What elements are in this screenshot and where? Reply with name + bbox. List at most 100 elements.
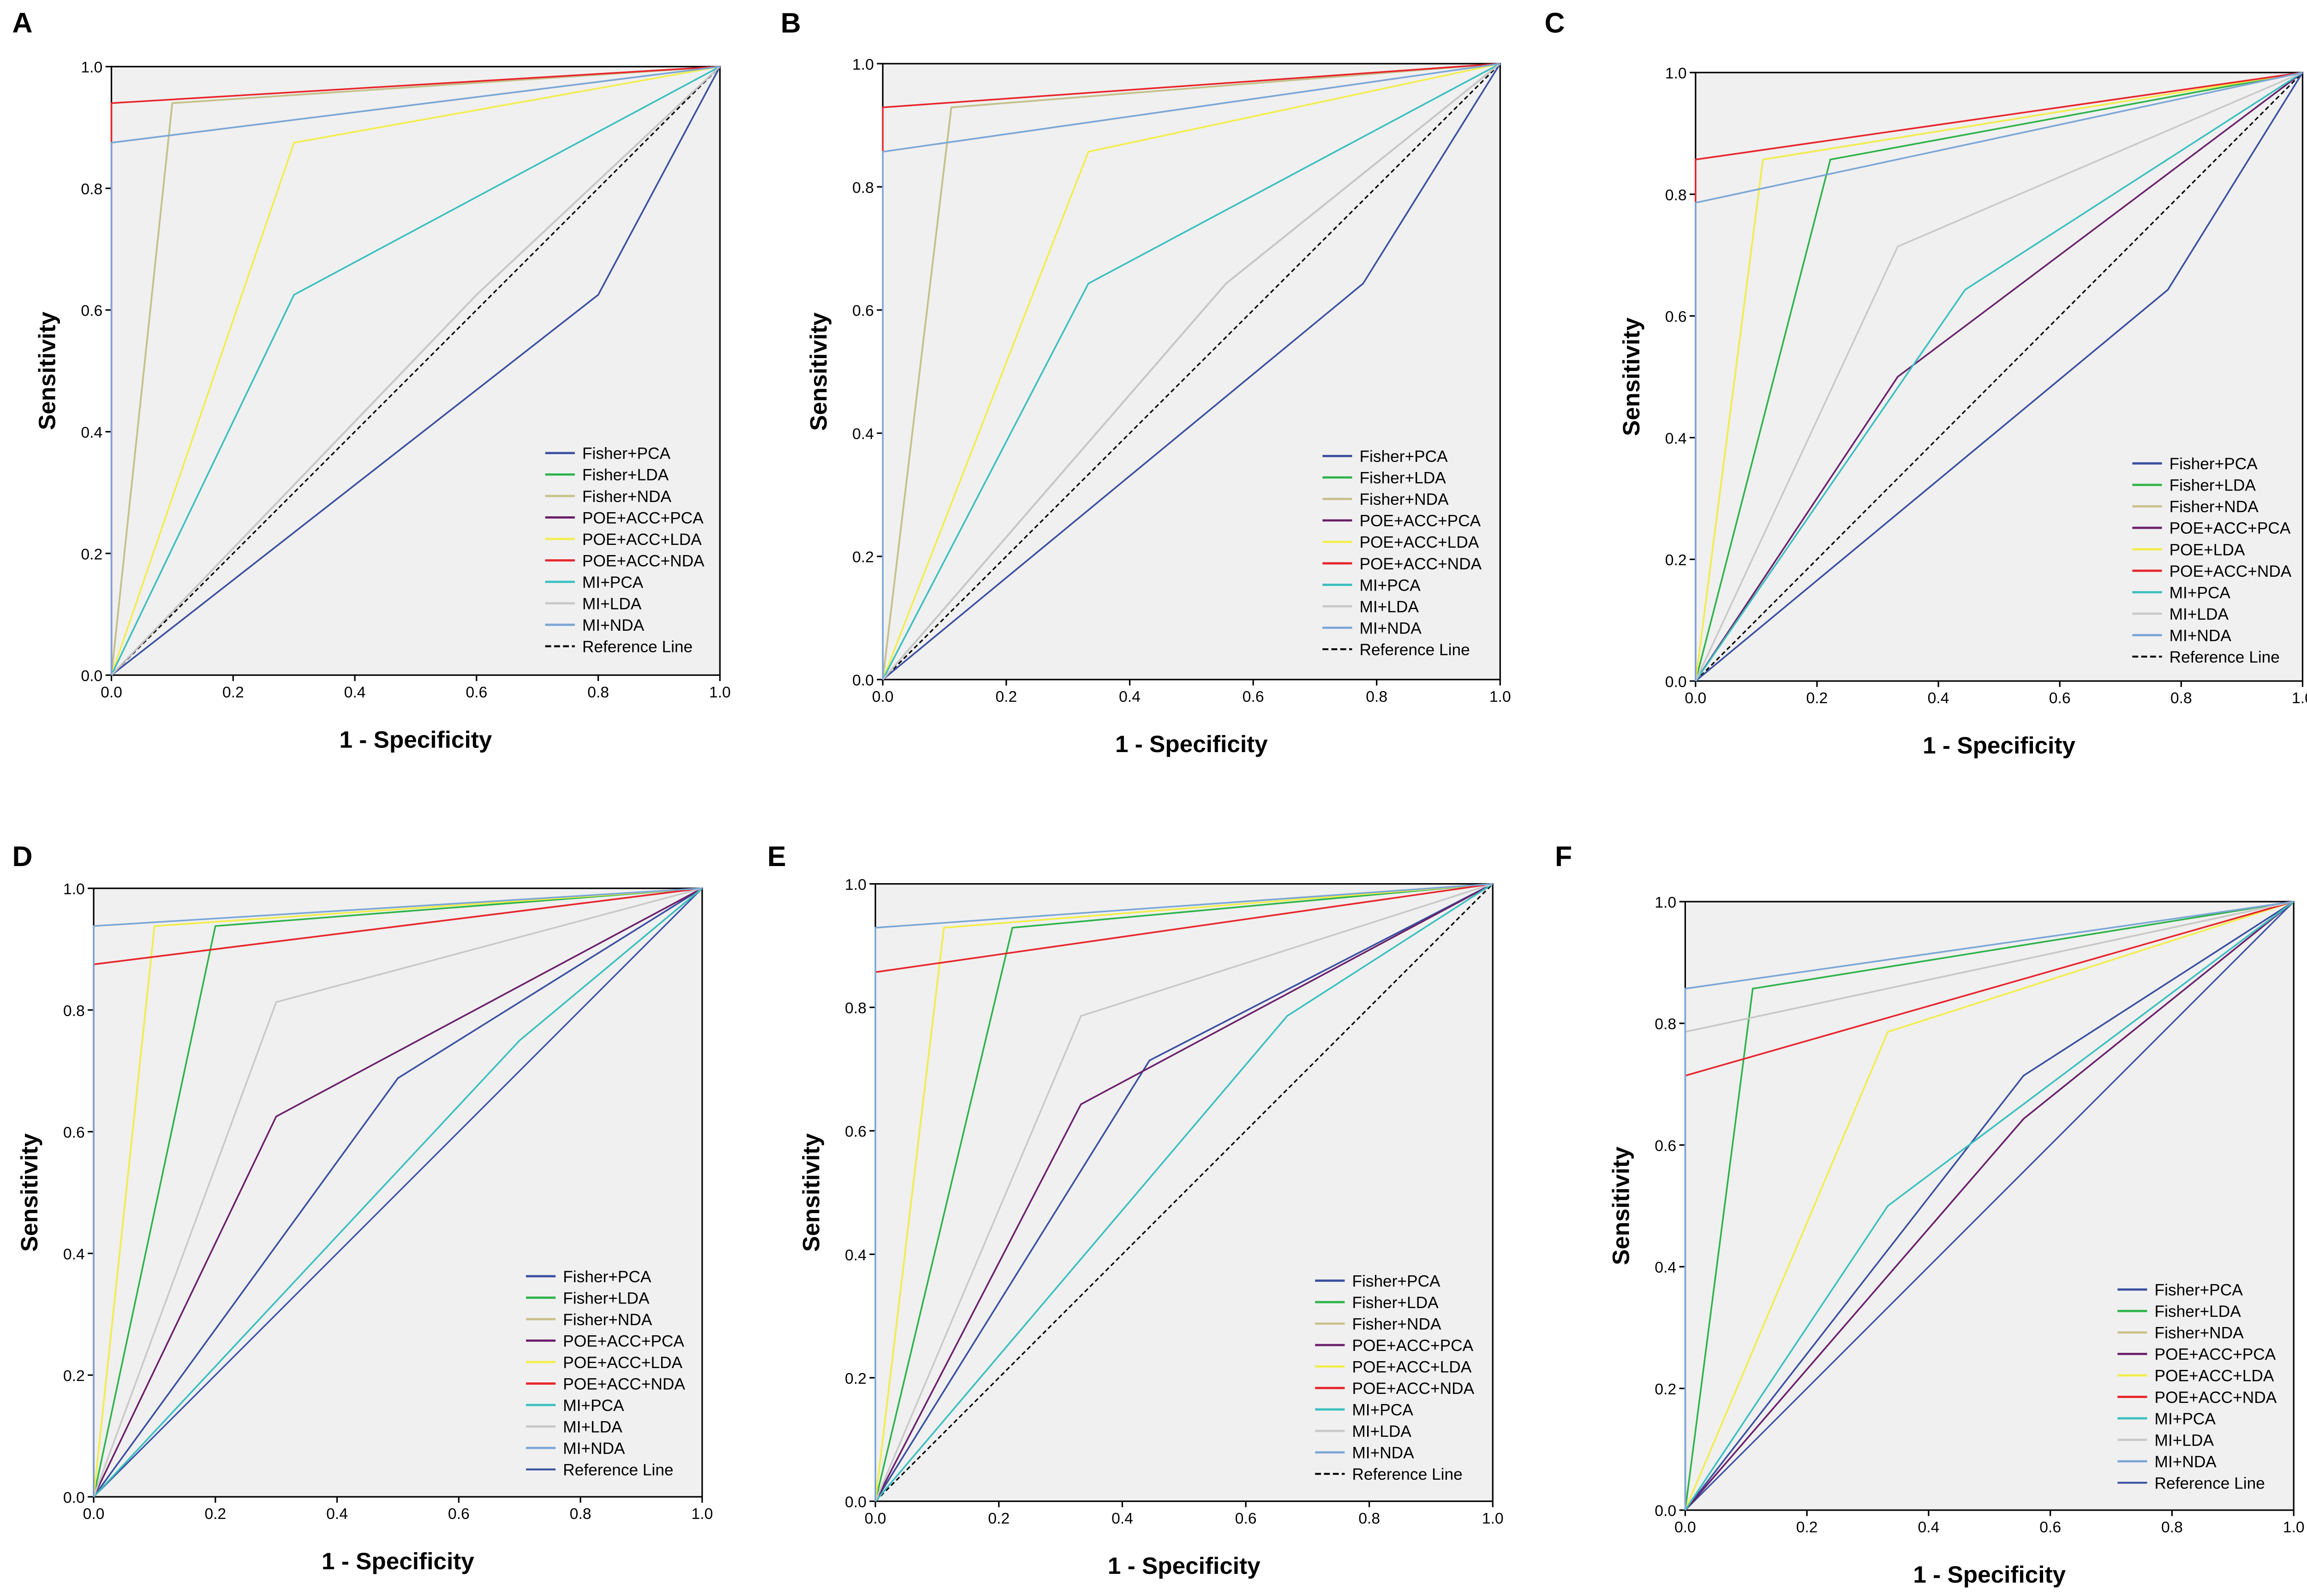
legend-label: Fisher+LDA bbox=[582, 466, 669, 484]
x-tick-label: 0.4 bbox=[1119, 688, 1141, 705]
x-tick-label: 0.4 bbox=[1928, 690, 1949, 707]
panel-letter: E bbox=[767, 841, 786, 872]
y-tick-label: 0.0 bbox=[63, 1489, 85, 1506]
roc-panel-d: D 0.00.0 0.2 0.2 0.4 0.4 0.6 0.6 0.8 0.8 1.0 1.0 1 -… bbox=[12, 841, 713, 1574]
x-tick-label: 0.8 bbox=[2161, 1519, 2183, 1536]
y-tick-label: 0.8 bbox=[845, 1000, 867, 1017]
x-tick-label: 0.4 bbox=[1918, 1519, 1939, 1536]
y-tick-label: 0.6 bbox=[63, 1124, 85, 1142]
x-tick-label: 0.4 bbox=[344, 684, 366, 701]
legend-label: MI+NDA bbox=[2170, 627, 2232, 645]
panel-letter: C bbox=[1545, 7, 1565, 39]
y-tick-label: 0.6 bbox=[852, 303, 874, 320]
y-tick-label: 0.6 bbox=[1665, 309, 1687, 326]
x-tick-label: 0.0 bbox=[1674, 1519, 1696, 1536]
y-axis-label: Sensitivity bbox=[1608, 1147, 1634, 1265]
x-tick-label: 0.0 bbox=[101, 684, 122, 701]
legend-label: MI+PCA bbox=[2155, 1410, 2216, 1428]
reference-line bbox=[875, 883, 1494, 1502]
legend-label: Fisher+PCA bbox=[1359, 448, 1448, 466]
legend-label: Reference Line bbox=[2170, 648, 2280, 666]
legend-label: Fisher+LDA bbox=[1352, 1294, 1439, 1312]
legend-label: Fisher+LDA bbox=[563, 1289, 650, 1307]
x-tick-label: 0.4 bbox=[1112, 1510, 1133, 1527]
legend-label: Fisher+LDA bbox=[1359, 469, 1446, 487]
y-tick-label: 0.6 bbox=[1655, 1137, 1676, 1154]
legend-label: Fisher+PCA bbox=[563, 1268, 651, 1286]
legend-label: POE+ACC+PCA bbox=[2170, 520, 2291, 538]
y-tick-label: 1.0 bbox=[63, 881, 85, 898]
y-tick-label: 0.8 bbox=[81, 181, 102, 198]
legend-label: POE+ACC+LDA bbox=[563, 1354, 682, 1372]
y-tick-label: 1.0 bbox=[845, 876, 867, 893]
legend-label: POE+ACC+NDA bbox=[2170, 562, 2292, 580]
y-axis-label: Sensitivity bbox=[805, 312, 831, 431]
y-tick-label: 0.0 bbox=[1655, 1503, 1676, 1520]
x-tick-label: 0.8 bbox=[1366, 688, 1387, 705]
y-tick-label: 0.2 bbox=[1665, 552, 1687, 569]
legend-label: Fisher+NDA bbox=[582, 488, 672, 506]
x-tick-label: 0.0 bbox=[872, 688, 894, 705]
panel-letter: D bbox=[12, 841, 33, 872]
y-tick-label: 0.4 bbox=[845, 1247, 867, 1264]
legend-label: Fisher+PCA bbox=[2155, 1281, 2243, 1299]
y-tick-label: 0.4 bbox=[1655, 1259, 1676, 1276]
legend-label: MI+LDA bbox=[1359, 598, 1419, 616]
legend-label: MI+NDA bbox=[1359, 619, 1422, 637]
legend-label: POE+ACC+NDA bbox=[1352, 1380, 1474, 1398]
y-axis-label: Sensitivity bbox=[16, 1133, 42, 1252]
legend-label: MI+PCA bbox=[1352, 1401, 1413, 1419]
legend-label: POE+ACC+NDA bbox=[563, 1375, 685, 1393]
legend-label: MI+LDA bbox=[582, 595, 642, 613]
x-tick-label: 1.0 bbox=[2292, 690, 2307, 707]
y-tick-label: 0.8 bbox=[1665, 187, 1687, 204]
y-axis-label: Sensitivity bbox=[798, 1133, 824, 1252]
legend-label: Reference Line bbox=[1352, 1465, 1462, 1483]
y-tick-label: 0.2 bbox=[852, 549, 874, 566]
legend-label: Reference Line bbox=[2155, 1474, 2265, 1492]
y-axis-label: Sensitivity bbox=[1618, 317, 1644, 436]
y-tick-label: 1.0 bbox=[1665, 65, 1687, 82]
y-tick-label: 0.6 bbox=[81, 303, 102, 320]
y-tick-label: 0.2 bbox=[81, 546, 102, 563]
x-tick-label: 0.8 bbox=[587, 684, 609, 701]
roc-panel-c: C 0.00.0 0.2 0.2 0.4 0.4 0.6 0.6 0.8 0.8 1.0 1.0 1 -… bbox=[1545, 7, 2307, 759]
legend-label: Fisher+NDA bbox=[1359, 490, 1449, 508]
x-tick-label: 0.6 bbox=[1243, 688, 1264, 705]
x-tick-label: 0.6 bbox=[2049, 690, 2071, 707]
y-tick-label: 0.8 bbox=[63, 1003, 85, 1020]
y-tick-label: 0.4 bbox=[852, 426, 874, 443]
legend-label: Fisher+NDA bbox=[2170, 498, 2259, 516]
panel-letter: A bbox=[12, 7, 33, 39]
x-tick-label: 1.0 bbox=[709, 684, 731, 701]
legend-label: Reference Line bbox=[563, 1461, 673, 1479]
y-tick-label: 0.0 bbox=[845, 1494, 867, 1511]
x-tick-label: 0.2 bbox=[988, 1510, 1010, 1527]
x-tick-label: 0.8 bbox=[2170, 690, 2192, 707]
reference-line bbox=[93, 888, 703, 1498]
y-tick-label: 1.0 bbox=[852, 56, 874, 73]
x-tick-label: 0.2 bbox=[995, 688, 1017, 705]
x-tick-label: 0.2 bbox=[1806, 690, 1828, 707]
reference-line bbox=[1695, 72, 2303, 682]
x-tick-label: 0.6 bbox=[448, 1506, 470, 1523]
legend-label: MI+LDA bbox=[2170, 605, 2229, 623]
y-tick-label: 0.8 bbox=[852, 179, 874, 197]
legend-label: POE+LDA bbox=[2170, 541, 2245, 559]
x-axis-label: 1 - Specificity bbox=[339, 726, 492, 753]
legend-label: Fisher+NDA bbox=[563, 1311, 652, 1329]
legend-label: POE+ACC+NDA bbox=[582, 552, 705, 570]
x-axis-label: 1 - Specificity bbox=[1115, 731, 1268, 757]
legend-label: MI+NDA bbox=[582, 616, 645, 634]
legend-label: Reference Line bbox=[1359, 641, 1470, 659]
x-tick-label: 1.0 bbox=[1482, 1510, 1504, 1527]
x-tick-label: 0.6 bbox=[1235, 1510, 1257, 1527]
legend-label: MI+LDA bbox=[563, 1418, 622, 1436]
legend-label: MI+LDA bbox=[2155, 1431, 2214, 1449]
y-tick-label: 0.4 bbox=[1665, 430, 1687, 447]
legend-label: Fisher+NDA bbox=[1352, 1315, 1441, 1333]
x-tick-label: 0.6 bbox=[466, 684, 487, 701]
x-tick-label: 0.2 bbox=[1796, 1519, 1818, 1536]
y-tick-label: 0.0 bbox=[81, 668, 102, 685]
